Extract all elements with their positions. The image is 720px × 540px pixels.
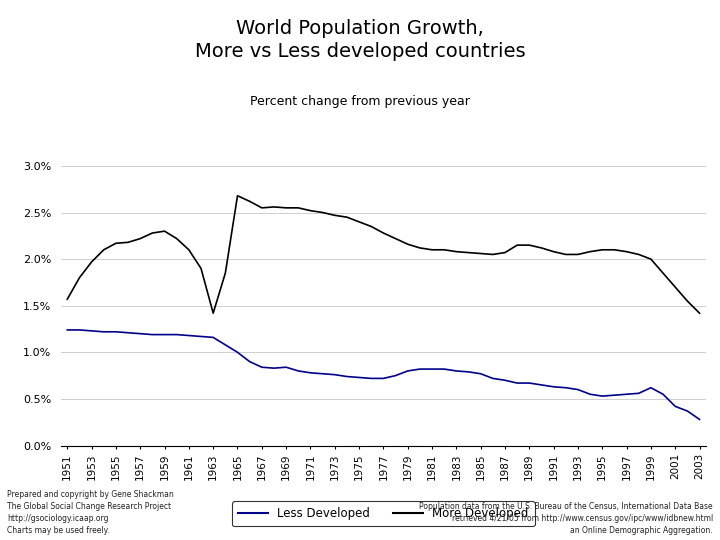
Text: Percent change from previous year: Percent change from previous year [250,94,470,107]
Text: World Population Growth,
More vs Less developed countries: World Population Growth, More vs Less de… [194,19,526,62]
Text: Population data from the U.S. Bureau of the Census, International Data Base
retr: Population data from the U.S. Bureau of … [419,502,713,535]
Text: Prepared and copyright by Gene Shackman
The Global Social Change Research Projec: Prepared and copyright by Gene Shackman … [7,490,174,535]
Legend: Less Developed, More Developed: Less Developed, More Developed [232,502,535,526]
